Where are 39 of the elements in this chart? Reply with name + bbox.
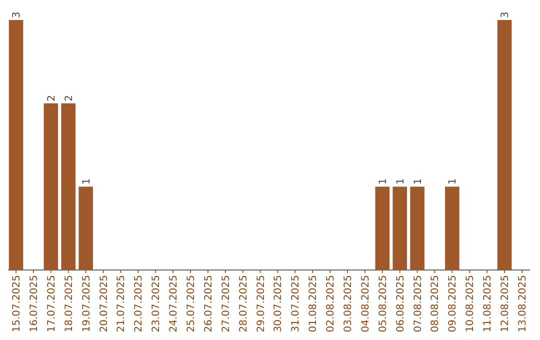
x-tick-label: 06.08.2025	[395, 275, 406, 332]
x-tick-label: 11.08.2025	[482, 275, 494, 332]
data-label: 3	[12, 12, 23, 18]
x-tick-label: 23.07.2025	[151, 275, 162, 332]
data-label: 1	[448, 178, 459, 185]
x-tick-label: 29.07.2025	[256, 275, 267, 332]
data-label: 2	[64, 94, 75, 102]
x-tick-label: 09.08.2025	[448, 275, 459, 332]
x-tick-label: 01.08.2025	[308, 275, 320, 332]
x-tick-label: 26.07.2025	[203, 275, 214, 332]
x-tick-label: 18.07.2025	[64, 275, 75, 332]
data-label: 1	[395, 178, 406, 185]
x-tick-label: 22.07.2025	[134, 275, 145, 332]
x-tick-label: 08.08.2025	[430, 275, 442, 332]
x-tick-label: 16.07.2025	[28, 275, 40, 332]
x-tick-label: 31.07.2025	[290, 275, 302, 332]
x-tick-label: 24.07.2025	[168, 275, 180, 332]
x-tick-label: 05.08.2025	[378, 275, 389, 332]
x-tick-label: 07.08.2025	[412, 275, 424, 332]
x-tick-label: 27.07.2025	[220, 275, 232, 332]
x-tick-label: 12.08.2025	[500, 275, 512, 332]
x-tick-label: 17.07.2025	[46, 275, 58, 332]
x-tick-label: 03.08.2025	[343, 275, 354, 332]
data-label: 1	[378, 178, 389, 185]
x-tick-label: 20.07.2025	[98, 275, 110, 332]
data-label: 1	[412, 178, 424, 185]
data-label: 2	[46, 94, 58, 102]
x-tick-label: 15.07.2025	[12, 275, 23, 332]
x-tick-label: 10.08.2025	[465, 275, 476, 332]
x-tick-label: 30.07.2025	[273, 275, 284, 332]
x-tick-label: 02.08.2025	[326, 275, 337, 332]
x-tick-label: 28.07.2025	[238, 275, 250, 332]
data-label: 1	[81, 178, 92, 185]
data-label: 3	[500, 12, 512, 18]
x-tick-label: 21.07.2025	[116, 275, 128, 332]
x-tick-label: 19.07.2025	[81, 275, 92, 332]
x-tick-label: 13.08.2025	[517, 275, 528, 332]
x-tick-label: 04.08.2025	[360, 275, 372, 332]
x-tick-label: 25.07.2025	[186, 275, 197, 332]
